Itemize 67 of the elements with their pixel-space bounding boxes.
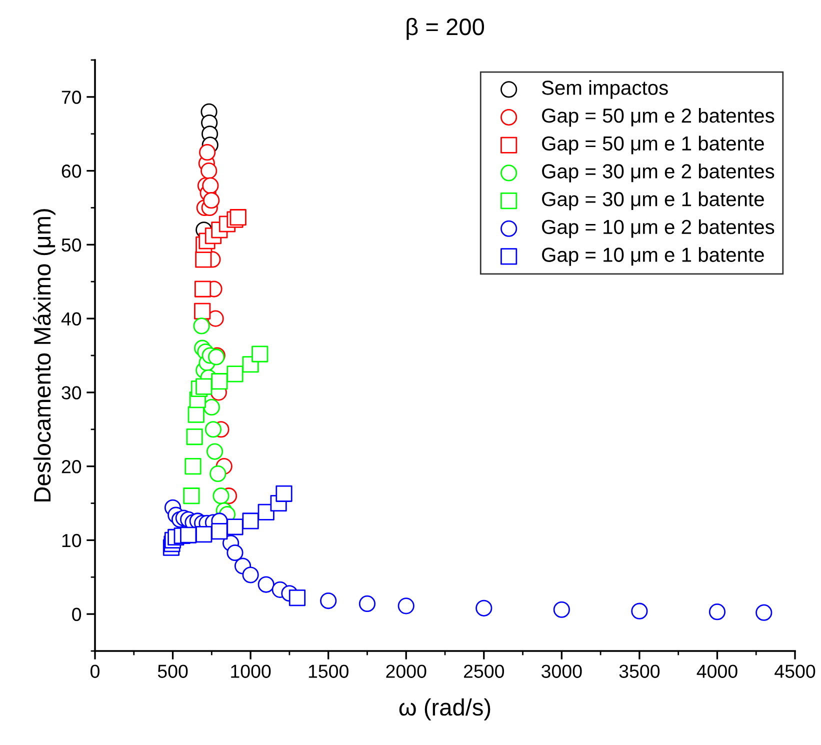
legend-label: Sem impactos	[542, 80, 668, 99]
point	[200, 162, 218, 180]
point	[226, 366, 244, 382]
y-tick-label: 10	[62, 534, 82, 548]
x-tick-label: 4000	[696, 664, 738, 678]
point	[252, 346, 268, 362]
point	[202, 177, 219, 194]
x-tick-label: 2500	[464, 664, 504, 678]
x-tick-label: 4500	[774, 664, 816, 678]
x-tick-label: 2000	[386, 664, 426, 678]
y-tick-label: 0	[72, 608, 82, 622]
y-tick-label: 30	[62, 386, 82, 400]
x-axis-title: ω (rad/s)	[399, 698, 490, 720]
legend-label: Gap = 30 μm e 2 batentes	[542, 164, 774, 182]
legend-label: Gap = 50 μm e 2 batentes	[542, 108, 774, 127]
point	[193, 318, 210, 334]
x-tick-label: 3500	[619, 664, 660, 678]
point	[708, 604, 726, 620]
point	[194, 302, 211, 320]
point	[203, 398, 220, 416]
point	[195, 251, 212, 268]
point	[186, 428, 203, 446]
point	[226, 518, 244, 536]
point	[194, 280, 212, 298]
point	[212, 488, 230, 504]
point	[204, 421, 222, 438]
point	[230, 209, 246, 226]
y-tick-label: 50	[62, 238, 82, 252]
legend-label: Gap = 50 μm e 1 batente	[542, 136, 764, 155]
point	[226, 544, 244, 562]
chart-title: β = 200	[406, 18, 484, 40]
point	[183, 488, 200, 504]
point	[211, 523, 228, 540]
x-tick-label: 500	[158, 664, 188, 678]
point	[276, 485, 292, 502]
y-tick-label: 70	[62, 90, 82, 104]
x-tick-label: 1500	[308, 664, 348, 678]
point	[196, 378, 212, 395]
x-tick-label: 1000	[231, 664, 271, 678]
point	[203, 192, 220, 209]
point	[211, 373, 228, 390]
point	[199, 144, 216, 161]
point	[206, 443, 224, 460]
point	[196, 526, 212, 543]
x-tick-label: 3000	[542, 664, 582, 678]
legend-label: Gap = 30 μm e 1 batente	[542, 191, 764, 210]
x-tick-label: 0	[90, 664, 100, 678]
point	[242, 512, 259, 530]
point	[398, 598, 414, 614]
y-tick-label: 20	[62, 460, 82, 474]
point	[288, 590, 306, 606]
legend-label: Gap = 10 μm e 2 batentes	[542, 219, 774, 238]
y-tick-label: 60	[62, 164, 82, 178]
y-tick-label: 40	[61, 312, 82, 326]
point	[756, 604, 772, 621]
point	[180, 526, 197, 544]
legend-label: Gap = 10 μm e 1 batente	[542, 247, 764, 266]
point	[553, 601, 570, 618]
point	[242, 566, 259, 584]
point	[476, 600, 492, 616]
point	[320, 592, 337, 610]
point	[631, 602, 648, 620]
point	[210, 465, 226, 482]
point	[258, 576, 274, 593]
point	[184, 458, 202, 475]
y-axis-title: Deslocamento Máximo (μm)	[33, 209, 56, 502]
point	[358, 595, 376, 612]
